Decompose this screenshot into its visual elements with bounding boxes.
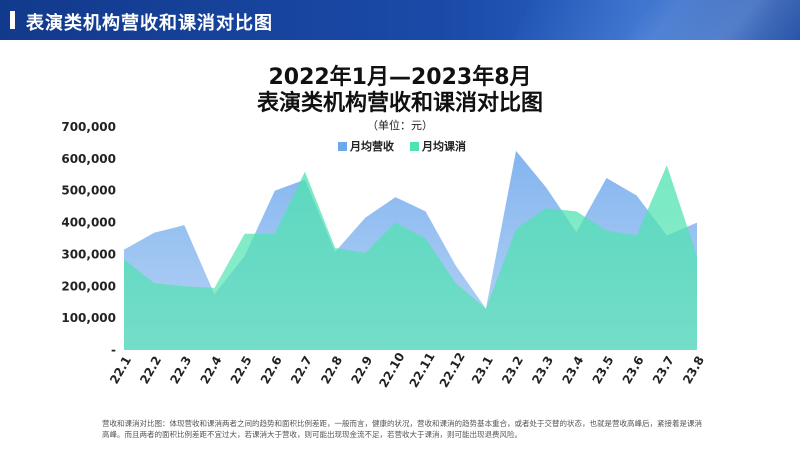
x-tick-label: 22.11 [407,350,438,390]
x-tick-label: 23.5 [590,354,617,387]
x-tick-label: 23.4 [559,354,586,387]
x-tick-label: 23.1 [469,354,496,387]
x-tick-label: 23.8 [680,354,707,387]
x-tick-label: 22.5 [228,354,255,387]
x-tick-label: 22.7 [288,354,315,387]
chart-footnote: 营收和课消对比图：体现营收和课消两者之间的趋势和面积比例差距，一般而言，健康的状… [102,419,702,439]
series-area-2 [124,165,697,350]
chart-subtitle: 表演类机构营收和课消对比图 [256,91,543,116]
x-tick-label: 23.3 [529,354,556,387]
y-tick-label: 400,000 [61,216,116,230]
x-tick-label: 23.6 [620,354,647,387]
legend-label: 月均课消 [421,139,466,153]
x-tick-label: 22.8 [318,354,345,387]
y-tick-label: 700,000 [61,120,116,134]
chart-title: 2022年1月—2023年8月 [268,65,532,90]
chart-unit-label: （单位：元） [367,119,433,132]
header-title: 表演类机构营收和课消对比图 [26,13,273,34]
x-tick-label: 22.2 [137,354,164,387]
y-tick-label: 300,000 [61,247,116,261]
x-tick-label: 22.9 [348,354,375,387]
x-tick-label: 22.4 [198,354,225,387]
x-tick-label: 22.6 [258,354,285,387]
legend-swatch [338,142,347,151]
header-accent-bar [10,11,15,29]
legend-swatch [410,142,419,151]
legend-label: 月均营收 [349,139,394,153]
y-tick-label: - [111,343,116,357]
y-tick-label: 600,000 [61,152,116,166]
y-tick-label: 100,000 [61,311,116,325]
x-tick-label: 22.1 [107,354,134,387]
x-tick-label: 23.7 [650,354,677,387]
x-tick-label: 23.2 [499,354,526,387]
x-tick-label: 22.3 [167,354,194,387]
y-tick-label: 200,000 [61,279,116,293]
x-tick-label: 22.10 [376,350,407,390]
x-tick-label: 22.12 [437,350,468,390]
header-bar: 表演类机构营收和课消对比图 [0,0,800,40]
y-tick-label: 500,000 [61,184,116,198]
